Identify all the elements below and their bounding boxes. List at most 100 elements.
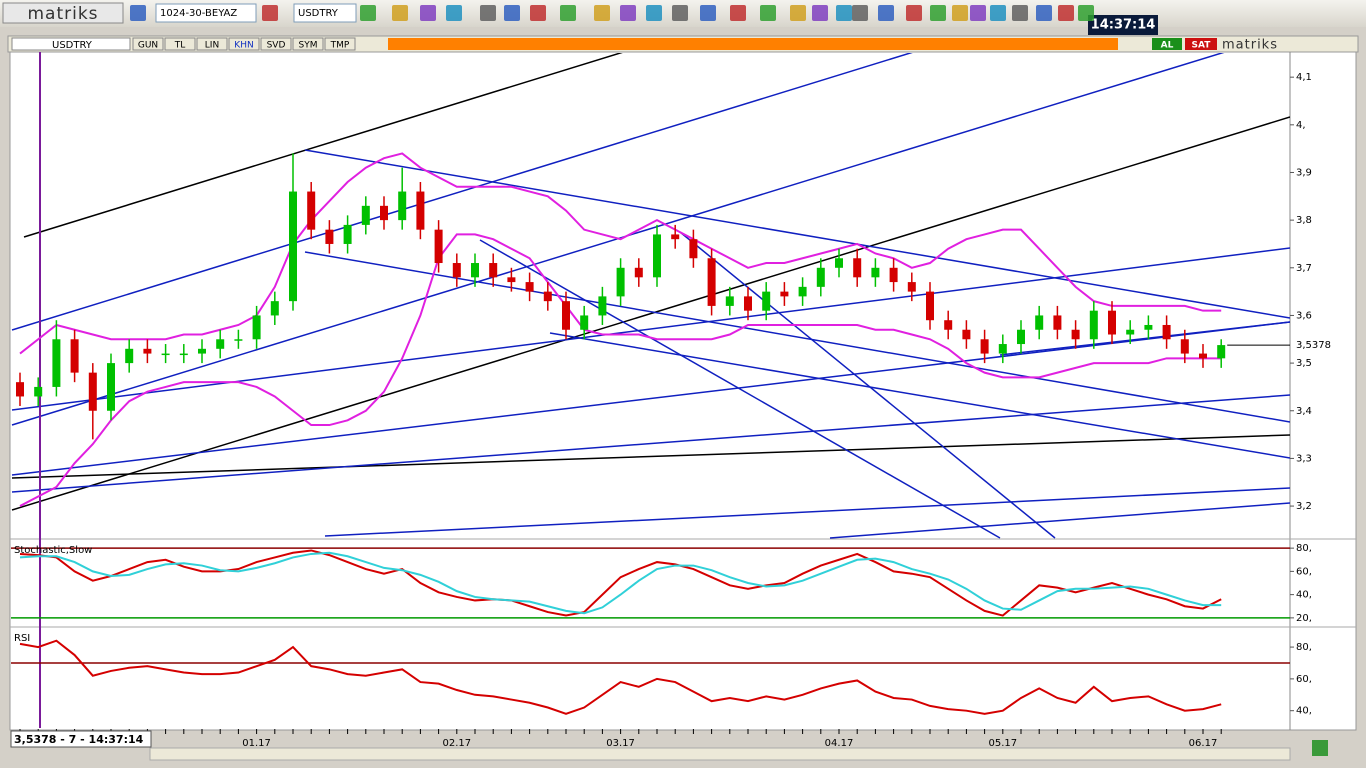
indicator-line [19,551,1222,615]
toolbar-icon[interactable] [620,5,636,21]
tab[interactable] [324,37,356,51]
layout-dropdown[interactable] [155,3,257,23]
trend-line [304,149,1290,319]
candle-body [998,344,1007,354]
logo-box [2,2,124,24]
candle-body [744,296,752,311]
y-tick-label: 4,1 [1296,72,1312,83]
toolbar-icon[interactable] [420,5,436,21]
toolbar-icon[interactable] [672,5,688,21]
toolbar-icon[interactable] [990,5,1006,21]
toolbar-icon[interactable] [878,5,894,21]
candle-body [907,282,916,292]
candle-body [270,301,279,316]
tab-label: LIN [205,41,219,51]
candle-body [1144,324,1153,330]
toolbar-icon[interactable] [1036,5,1052,21]
candle-body [1071,329,1080,340]
y-tick-label: 3,5 [1296,358,1312,369]
clock: 14:37:14 [1091,18,1156,33]
toolbar-icon[interactable] [446,5,462,21]
y-tick-label: 20, [1296,613,1312,624]
toolbar-icon[interactable] [906,5,922,21]
clock-box [1088,15,1158,35]
x-tick-label: 05.17 [988,738,1017,749]
sell-button[interactable] [1185,38,1217,50]
candle-body [416,191,425,230]
candle-body [361,205,370,225]
candle-body [1199,353,1207,359]
candle-body [798,286,807,297]
toolbar-icon[interactable] [130,5,146,21]
status: 3,5378 - 7 - 14:37:14 [14,733,144,746]
trend-line [23,53,623,238]
candle-body [70,339,79,373]
y-tick-label: 3,2 [1296,501,1312,512]
status-box [10,730,152,748]
toolbar-icon[interactable] [812,5,828,21]
candle-body [1035,315,1044,330]
toolbar-icon[interactable] [930,5,946,21]
toolbar-icon[interactable] [560,5,576,21]
sell-label: SAT [1192,41,1212,51]
tab[interactable] [132,37,164,51]
toolbar-icon[interactable] [760,5,776,21]
candle-body [343,224,352,244]
tab[interactable] [292,37,324,51]
symbol-box[interactable] [11,37,131,51]
toolbar-icon[interactable] [480,5,496,21]
toolbar-icon[interactable] [700,5,716,21]
candle-body [689,239,698,259]
refresh-button[interactable] [1312,740,1328,756]
candle-body [88,372,97,411]
buy-button[interactable] [1152,38,1182,50]
candle-body [398,191,407,221]
toolbar-icon[interactable] [504,5,520,21]
toolbar-icon[interactable] [392,5,408,21]
y-tick-label: 80, [1296,642,1312,653]
toolbar-icon[interactable] [646,5,662,21]
x-tick-label: 01.17 [242,738,271,749]
symbol-dropdown[interactable] [293,3,357,23]
candle-body [289,191,297,302]
toolbar-icon[interactable] [1078,5,1094,21]
tab-label: SVD [267,41,286,51]
toolbar-icon[interactable] [262,5,278,21]
toolbar-icon[interactable] [730,5,746,21]
candle-body [125,348,134,364]
tab[interactable] [164,37,196,51]
toolbar-icon[interactable] [790,5,806,21]
tab[interactable] [196,37,228,51]
candle-body [380,205,388,221]
toolbar-icon[interactable] [1012,5,1028,21]
y-tick-label: 3,7 [1296,263,1312,274]
tab[interactable] [228,37,260,51]
candle-body [307,191,316,230]
candle-body [580,315,589,330]
trend-line [549,332,1290,459]
toolbar-icon[interactable] [1058,5,1074,21]
tab[interactable] [260,37,292,51]
toolbar-icon[interactable] [594,5,610,21]
toolbar-icon[interactable] [952,5,968,21]
scrollbar[interactable] [149,747,1291,761]
toolbar-icon[interactable] [836,5,852,21]
candle-body [1162,324,1171,340]
candle-body [252,315,261,340]
candle-body [889,267,898,283]
panel-title: RSI [14,633,30,644]
toolbar-icon[interactable] [852,5,868,21]
trend-line [304,251,1290,423]
candle-body [1217,345,1226,359]
candle-body [944,320,953,330]
candle-body [671,234,680,240]
brand: matriks [1222,38,1278,53]
x-tick-label: 02.17 [442,738,471,749]
y-tick-label: 3,6 [1296,310,1312,321]
candle-body [507,277,516,283]
toolbar-icon[interactable] [360,5,376,21]
toolbar-icon[interactable] [530,5,546,21]
toolbar-icon[interactable] [970,5,986,21]
y-tick-label: 80, [1296,543,1312,554]
